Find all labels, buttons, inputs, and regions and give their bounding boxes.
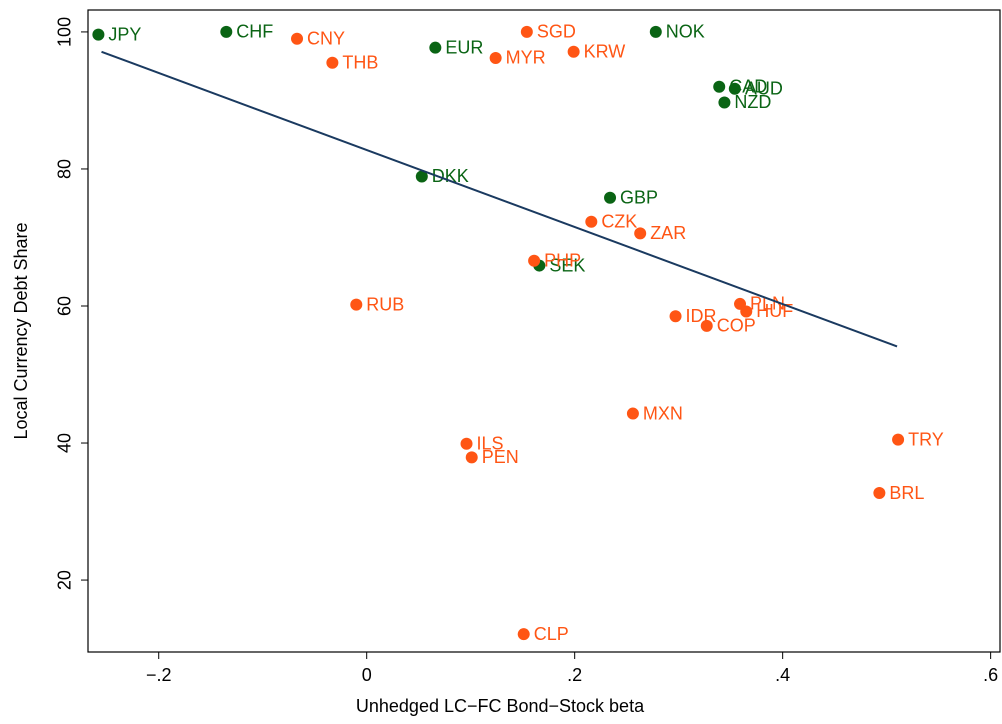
point <box>489 51 502 64</box>
point-label: ILS <box>477 433 504 453</box>
point <box>585 215 598 228</box>
point <box>220 25 233 38</box>
point-label: GBP <box>620 187 658 207</box>
x-tick-label: .4 <box>775 665 790 685</box>
point-label: JPY <box>108 24 141 44</box>
point-label: CNY <box>307 29 345 49</box>
fit-line <box>101 50 898 348</box>
point-label: CLP <box>534 624 569 644</box>
point <box>892 433 905 446</box>
point-label: ZAR <box>650 223 686 243</box>
y-tick-label: 40 <box>55 433 75 453</box>
x-tick-label: −.2 <box>146 665 172 685</box>
point <box>634 227 647 240</box>
x-tick-label: .6 <box>983 665 998 685</box>
point <box>92 28 105 41</box>
point-label: RUB <box>366 294 404 314</box>
point <box>713 80 726 93</box>
point-label: NOK <box>666 22 705 42</box>
point-label: TRY <box>908 429 944 449</box>
point-label: PHP <box>544 251 581 271</box>
point-label: CHF <box>236 22 273 42</box>
point <box>520 25 533 38</box>
point-label: KRW <box>584 42 626 62</box>
point <box>350 298 363 311</box>
point <box>669 310 682 323</box>
point <box>700 319 713 332</box>
point-label: AUD <box>745 79 783 99</box>
point-label: COP <box>717 316 756 336</box>
point-label: CZK <box>601 211 637 231</box>
point <box>604 191 617 204</box>
y-tick-label: 80 <box>55 159 75 179</box>
plot-frame <box>87 9 1001 653</box>
point-label: PLN <box>750 294 785 314</box>
point <box>460 437 473 450</box>
point <box>728 82 741 95</box>
y-tick-label: 60 <box>55 296 75 316</box>
point <box>415 170 428 183</box>
point <box>326 56 339 69</box>
point-label: EUR <box>445 37 483 57</box>
point-label: THB <box>342 53 378 73</box>
point-label: DKK <box>432 166 469 186</box>
point-label: PEN <box>482 447 519 467</box>
point-label: MXN <box>643 403 683 423</box>
point-label: HUF <box>756 301 793 321</box>
point-label: SEK <box>549 255 585 275</box>
point-label: NZD <box>734 92 771 112</box>
y-axis-title: Local Currency Debt Share <box>11 222 31 439</box>
point <box>429 41 442 54</box>
point <box>873 487 886 500</box>
point <box>649 25 662 38</box>
point <box>517 628 530 641</box>
point <box>567 45 580 58</box>
x-tick-label: .2 <box>567 665 582 685</box>
point <box>718 96 731 109</box>
point <box>528 254 541 267</box>
point-label: SGD <box>537 22 576 42</box>
y-tick-label: 20 <box>55 570 75 590</box>
point-label: BRL <box>889 483 924 503</box>
x-axis-title: Unhedged LC−FC Bond−Stock beta <box>356 696 645 716</box>
point <box>626 407 639 420</box>
point <box>740 305 753 318</box>
point <box>465 451 478 464</box>
point <box>291 32 304 45</box>
y-tick-label: 100 <box>55 17 75 47</box>
x-tick-label: 0 <box>362 665 372 685</box>
point-label: MYR <box>506 48 546 68</box>
